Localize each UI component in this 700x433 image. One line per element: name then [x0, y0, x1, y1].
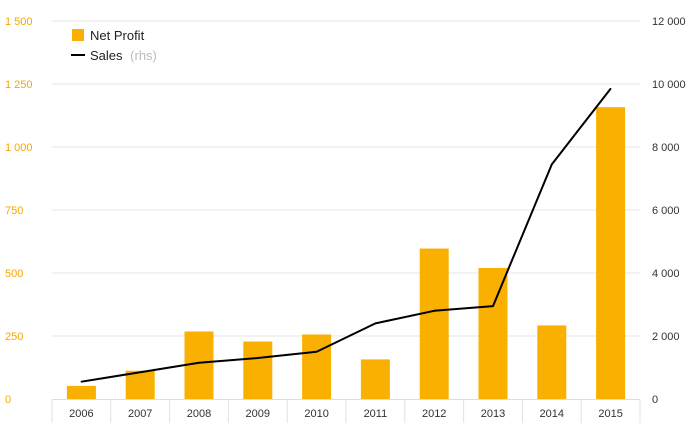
left-axis: 0 250 500 750 1 000 1 250 1 500 [5, 16, 33, 406]
legend-swatch-net-profit [72, 29, 84, 41]
bar-2010 [302, 334, 332, 399]
x-tick-label-2013: 2013 [481, 408, 505, 420]
sales-point-2009 [257, 357, 259, 359]
x-tick-label-2012: 2012 [422, 408, 446, 420]
left-tick-label-0: 0 [5, 394, 11, 406]
bar-2013 [478, 267, 508, 399]
legend-label-net-profit: Net Profit [90, 28, 145, 43]
bar-2012 [419, 248, 449, 399]
sales-point-2007 [139, 371, 141, 374]
left-tick-label-1250: 1 250 [5, 79, 33, 91]
x-tick-label-2011: 2011 [364, 408, 388, 420]
x-tick-label-2006: 2006 [69, 408, 93, 420]
right-tick-label-8000: 8 000 [652, 142, 680, 154]
x-axis: 2006 2007 2008 2009 2010 2011 2012 2013 2014 2015 [51, 399, 641, 423]
right-tick-label-4000: 4 000 [652, 268, 680, 280]
left-tick-label-750: 750 [5, 205, 23, 217]
bar-2011 [360, 359, 390, 399]
right-tick-label-10000: 10 000 [652, 79, 686, 91]
bar-2015 [596, 107, 626, 400]
x-tick-label-2014: 2014 [540, 408, 564, 420]
left-tick-label-500: 500 [5, 268, 23, 280]
net-profit-bars [66, 107, 626, 400]
right-tick-label-0: 0 [652, 394, 658, 406]
grid [52, 20, 640, 337]
x-tick-label-2010: 2010 [304, 408, 328, 420]
bar-2009 [243, 341, 273, 399]
right-tick-label-6000: 6 000 [652, 205, 680, 217]
right-axis: 0 2 000 4 000 6 000 8 000 10 000 12 000 [652, 16, 686, 406]
x-tick-label-2009: 2009 [246, 408, 270, 420]
x-tick-label-2008: 2008 [187, 408, 211, 420]
sales-point-2014 [551, 163, 553, 166]
left-tick-label-1500: 1 500 [5, 16, 33, 28]
bar-2007 [125, 370, 155, 399]
sales-point-2011 [374, 322, 377, 325]
bar-2014 [537, 325, 567, 399]
x-tick-label-2007: 2007 [128, 408, 152, 420]
bar-2006 [66, 385, 96, 399]
x-tick-label-2015: 2015 [598, 408, 622, 420]
left-tick-label-250: 250 [5, 331, 23, 343]
sales-line-layer [80, 87, 612, 383]
left-tick-label-1000: 1 000 [5, 142, 33, 154]
legend-label-sales-suffix: (rhs) [130, 48, 157, 63]
right-tick-label-12000: 12 000 [652, 16, 686, 28]
legend-label-sales: Sales (rhs) [90, 48, 157, 63]
right-tick-label-2000: 2 000 [652, 331, 680, 343]
sales-point-2010 [315, 350, 318, 353]
sales-point-2013 [492, 305, 494, 307]
sales-point-2006 [80, 380, 83, 383]
sales-point-2015 [609, 87, 612, 90]
legend-label-sales-name: Sales [90, 48, 123, 63]
sales-line [81, 88, 612, 383]
sales-point-2008 [198, 361, 200, 364]
legend: Net Profit Sales (rhs) [71, 28, 157, 63]
sales-point-2012 [433, 310, 436, 312]
